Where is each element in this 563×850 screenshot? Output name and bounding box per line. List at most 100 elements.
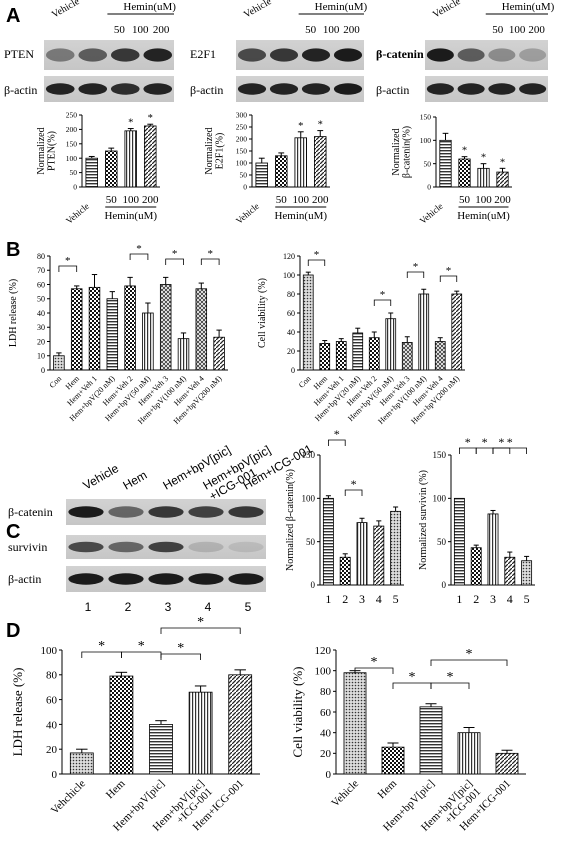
bar	[143, 125, 157, 188]
bar	[313, 136, 327, 188]
y-tick-label: 0	[52, 769, 58, 781]
y-tick-label: 50	[424, 159, 432, 168]
significance-star: *	[314, 249, 320, 261]
y-tick-label: 0	[41, 366, 45, 375]
significance-star: *	[65, 255, 71, 267]
blot-label-protein: E2F1	[190, 47, 216, 61]
significance-star: *	[98, 639, 105, 654]
blot-band	[228, 573, 264, 585]
blot-band	[108, 506, 144, 518]
x-tick-label: 2	[342, 592, 348, 606]
blot-label-actin: β-actin	[4, 83, 37, 97]
y-tick-label: 0	[311, 580, 316, 590]
blot-band	[110, 48, 140, 62]
blot-band	[269, 83, 299, 95]
bar	[504, 556, 516, 586]
significance-bracket	[373, 299, 392, 306]
x-tick-label: Vehicle	[329, 778, 361, 810]
y-axis-label: Normalizedβ-catenin(%)	[391, 126, 413, 178]
bar	[124, 285, 136, 371]
y-tick-label: 20	[37, 337, 45, 346]
blot-band	[108, 541, 144, 553]
blot-band	[333, 83, 363, 95]
bar	[521, 560, 533, 586]
blot-label-protein: PTEN	[4, 47, 34, 61]
y-tick-label: 120	[315, 645, 332, 657]
y-tick-label: 60	[37, 280, 45, 289]
y-tick-label: 100	[66, 154, 78, 163]
bar	[177, 338, 190, 371]
blot-band	[426, 83, 454, 95]
significance-star: *	[128, 118, 133, 129]
y-tick-label: 0	[326, 769, 332, 781]
y-tick-label: 100	[433, 493, 447, 503]
bar	[434, 341, 446, 371]
dose-label: 100	[132, 24, 149, 36]
blot-band	[228, 541, 264, 553]
significance-bracket	[58, 265, 78, 272]
blot-band	[45, 83, 75, 95]
significance-bracket	[129, 253, 149, 260]
significance-star: *	[136, 243, 142, 255]
bar	[322, 497, 334, 586]
bar	[381, 746, 405, 775]
significance-star: *	[481, 153, 486, 164]
significance-bracket	[327, 439, 346, 446]
bar	[195, 288, 208, 371]
bar	[343, 672, 367, 775]
bar	[458, 158, 471, 188]
panel-a: Vehicle Hemin(uM)50 100 200PTENβ-actinVehic…	[4, 0, 555, 226]
y-tick-label: 200	[236, 135, 248, 144]
panel-d: 0 20 40 60 80 100 LDH release (%) * * * * Vehchicle…	[10, 615, 526, 834]
dose-label: 200	[153, 24, 170, 36]
y-tick-label: 50	[70, 168, 78, 177]
y-tick-label: 100	[41, 645, 58, 657]
blot-label-actin: β-actin	[376, 83, 409, 97]
blot-label: β-actin	[8, 572, 41, 586]
blot-band	[488, 48, 516, 62]
y-tick-label: 80	[287, 290, 295, 299]
y-tick-label: 50	[306, 537, 316, 547]
x-group-label: Hemin(uM)	[104, 210, 157, 222]
blot-band	[228, 506, 264, 518]
lane-label-hemin: Hemin(uM)	[315, 1, 368, 13]
blot-band	[488, 83, 516, 95]
y-tick-label: 150	[66, 139, 78, 148]
x-group-label: Hemin(uM)	[457, 210, 510, 222]
blot-band	[519, 83, 547, 95]
panel-label-d: D	[6, 620, 20, 642]
x-tick-label: 50	[276, 194, 288, 206]
y-tick-label: 0	[427, 183, 431, 192]
significance-bracket	[406, 271, 425, 278]
x-tick-label: Vehchicle	[49, 778, 88, 817]
y-tick-label: 50	[37, 295, 45, 304]
significance-star: *	[462, 146, 467, 157]
bar	[106, 298, 119, 371]
blot-label-actin: β-actin	[190, 83, 223, 97]
bar	[487, 513, 499, 586]
x-tick-label: 5	[524, 592, 530, 606]
y-tick-label: 250	[236, 123, 248, 132]
x-group-label: Hemin(uM)	[274, 210, 327, 222]
blot-band	[188, 541, 224, 553]
significance-bracket	[160, 653, 202, 660]
y-tick-label: 40	[320, 728, 332, 740]
dose-label: 200	[528, 24, 545, 36]
bar	[70, 288, 83, 371]
bar	[159, 284, 172, 371]
y-tick-label: 80	[320, 686, 332, 698]
significance-bracket	[430, 659, 508, 666]
bar	[390, 510, 402, 586]
significance-star: *	[409, 670, 416, 685]
y-tick-label: 30	[37, 323, 45, 332]
bar	[419, 706, 443, 775]
bar	[495, 752, 519, 775]
significance-star: *	[380, 289, 386, 301]
bar	[339, 556, 351, 586]
y-tick-label: 40	[46, 719, 58, 731]
y-tick-label: 20	[46, 744, 58, 756]
y-tick-label: 0	[243, 183, 247, 192]
panel-label-a: A	[6, 5, 20, 27]
blot-band	[148, 573, 184, 585]
bar	[274, 155, 288, 188]
